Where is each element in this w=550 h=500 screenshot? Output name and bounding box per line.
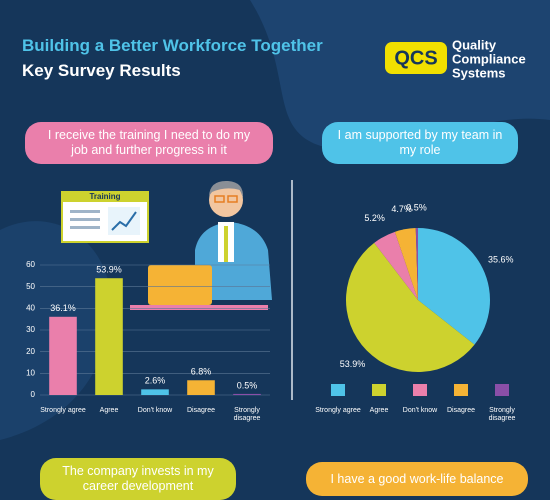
logo-name: Quality (452, 37, 497, 52)
y-tick-label: 50 (26, 282, 35, 291)
pie-slice (418, 228, 491, 345)
value-label: 0.5% (237, 380, 258, 390)
person-tie (224, 226, 228, 262)
legend-label: Agree (369, 407, 389, 414)
banner: The company invests in my career develop… (40, 458, 236, 500)
legend-swatch (495, 384, 509, 396)
person-glasses (214, 195, 225, 203)
chart-title: I receive the training I need to do my j… (25, 122, 273, 164)
pie-slice (374, 231, 418, 300)
bar (141, 389, 169, 395)
bar (95, 278, 123, 395)
y-tick-label: 30 (26, 325, 35, 334)
subtitle: Key Survey Results (22, 61, 181, 80)
value-label: 6.8% (191, 367, 212, 377)
value-label: 0.5% (406, 202, 427, 212)
laptop (148, 265, 212, 305)
bar (187, 380, 215, 395)
logo-mark: QCS (394, 47, 437, 69)
board-header (62, 192, 148, 202)
background-blob (250, 0, 550, 152)
title: Building a Better Workforce Together (22, 36, 323, 55)
pie-slice (394, 228, 418, 300)
x-tick-label: Disagree (186, 407, 215, 414)
y-tick-label: 40 (26, 303, 35, 312)
legend-swatch (413, 384, 427, 396)
person-glasses (227, 195, 238, 203)
y-tick-label: 10 (26, 368, 35, 377)
y-tick-label: 20 (26, 347, 35, 356)
board-line (70, 218, 100, 221)
logo-name: Compliance (452, 51, 526, 66)
x-tick-label: Strongly agree (40, 407, 86, 414)
person-head (209, 183, 243, 217)
legend-label: Strongly disagree (488, 407, 516, 422)
x-tick-label: Agree (99, 407, 119, 414)
legend-label: Strongly agree (315, 407, 361, 414)
value-label: 53.9% (340, 359, 366, 369)
y-tick-label: 0 (31, 390, 36, 399)
chart-title: I am supported by my team in my role (322, 122, 518, 164)
x-tick-label: Strongly disagree (233, 407, 261, 422)
x-tick-label: Don't know (137, 407, 173, 414)
legend-label: Disagree (446, 407, 475, 414)
desk (130, 305, 268, 310)
value-label: 5.2% (364, 213, 385, 223)
pie-slice (346, 242, 475, 372)
board-trend (111, 211, 137, 231)
legend-swatch (372, 384, 386, 396)
legend-swatch (331, 384, 345, 396)
bar (49, 316, 77, 395)
logo-name: Systems (452, 65, 505, 80)
pie-slice (415, 228, 418, 300)
value-label: 35.6% (488, 254, 514, 264)
value-label: 53.9% (96, 265, 122, 275)
y-tick-label: 60 (26, 260, 35, 269)
logo-badge (385, 42, 447, 74)
value-label: 4.7% (391, 204, 412, 214)
value-label: 2.6% (145, 376, 166, 386)
value-label: 36.1% (50, 303, 76, 313)
legend-swatch (454, 384, 468, 396)
board-line (70, 226, 100, 229)
board-graph (108, 207, 140, 235)
board-label: Training (89, 192, 120, 201)
board-line (70, 210, 100, 213)
illustration (61, 180, 272, 310)
legend-label: Don't know (402, 407, 438, 414)
banner: I have a good work-life balance (306, 462, 528, 496)
bar (233, 393, 261, 395)
person-hair (209, 180, 244, 198)
